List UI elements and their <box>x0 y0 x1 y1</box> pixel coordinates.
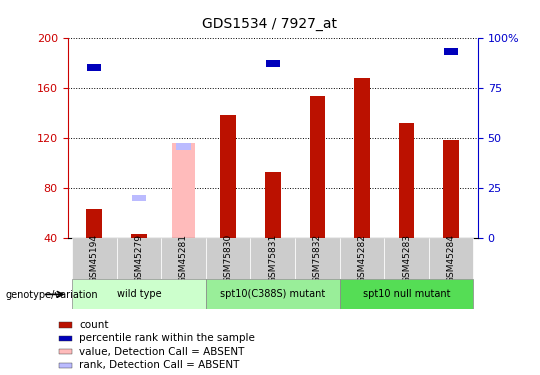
Bar <box>59 349 72 354</box>
Bar <box>220 115 236 238</box>
Text: GSM45281: GSM45281 <box>179 234 188 283</box>
Text: percentile rank within the sample: percentile rank within the sample <box>79 333 255 344</box>
Text: value, Detection Call = ABSENT: value, Detection Call = ABSENT <box>79 347 245 357</box>
Bar <box>266 60 280 67</box>
Bar <box>131 234 147 238</box>
FancyBboxPatch shape <box>161 238 206 279</box>
Text: GSM45194: GSM45194 <box>90 234 99 283</box>
Text: GSM75830: GSM75830 <box>224 234 233 284</box>
Text: GSM75832: GSM75832 <box>313 234 322 284</box>
Bar <box>86 209 102 238</box>
FancyBboxPatch shape <box>251 238 295 279</box>
Text: rank, Detection Call = ABSENT: rank, Detection Call = ABSENT <box>79 360 240 370</box>
Text: count: count <box>79 320 109 330</box>
Text: GSM45279: GSM45279 <box>134 234 144 283</box>
FancyBboxPatch shape <box>72 238 117 279</box>
Bar <box>59 336 72 341</box>
Bar <box>399 123 414 238</box>
Bar <box>265 172 280 238</box>
Bar <box>172 143 194 238</box>
Bar <box>443 140 459 238</box>
Bar <box>354 78 370 238</box>
FancyBboxPatch shape <box>340 238 384 279</box>
Text: GSM45283: GSM45283 <box>402 234 411 283</box>
FancyBboxPatch shape <box>117 238 161 279</box>
FancyBboxPatch shape <box>384 238 429 279</box>
Text: GSM75831: GSM75831 <box>268 234 277 284</box>
FancyBboxPatch shape <box>429 238 474 279</box>
Bar <box>310 2 325 9</box>
FancyBboxPatch shape <box>295 238 340 279</box>
Text: genotype/variation: genotype/variation <box>5 290 98 300</box>
Bar <box>87 64 102 71</box>
Text: wild type: wild type <box>117 290 161 299</box>
Text: GDS1534 / 7927_at: GDS1534 / 7927_at <box>202 17 338 31</box>
Bar <box>59 363 72 368</box>
Bar <box>177 144 191 150</box>
Bar <box>309 96 325 238</box>
Text: GSM45282: GSM45282 <box>357 234 367 283</box>
Bar <box>59 322 72 328</box>
Text: GSM45284: GSM45284 <box>447 234 456 283</box>
FancyBboxPatch shape <box>206 279 340 309</box>
Bar <box>355 0 369 6</box>
FancyBboxPatch shape <box>206 238 251 279</box>
Bar <box>221 0 235 4</box>
FancyBboxPatch shape <box>340 279 474 309</box>
Text: spt10 null mutant: spt10 null mutant <box>363 290 450 299</box>
FancyBboxPatch shape <box>72 279 206 309</box>
Bar <box>132 195 146 201</box>
Text: spt10(C388S) mutant: spt10(C388S) mutant <box>220 290 325 299</box>
Bar <box>444 48 458 55</box>
Bar <box>400 4 414 10</box>
